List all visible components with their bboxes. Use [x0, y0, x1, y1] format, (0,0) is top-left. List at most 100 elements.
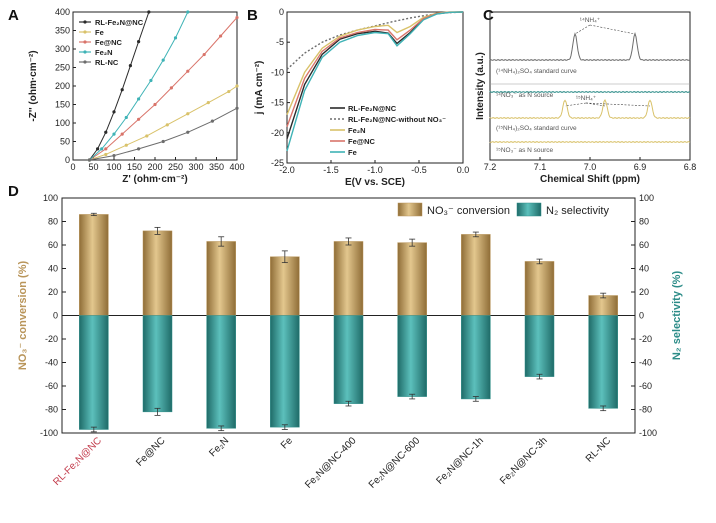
- panel-a-data-point: [137, 147, 141, 151]
- panel-a-legend-label: Fe₂N: [95, 48, 113, 57]
- panel-a-data-point: [145, 134, 149, 138]
- panel-b-letter: B: [247, 7, 258, 24]
- panel-a-data-point: [87, 158, 91, 162]
- panel-d-selectivity-bar: [524, 315, 555, 377]
- panel-a-data-point: [165, 123, 169, 127]
- panel-d-conversion-bar: [142, 230, 173, 316]
- panel-b-xtick-label: -2.0: [279, 165, 295, 175]
- panel-c-annotation-pointer: [574, 24, 591, 35]
- panel-b-xtick-label: -0.5: [411, 165, 427, 175]
- panel-d-legend-label: NO₃⁻ conversion: [427, 205, 510, 217]
- panel-a-data-point: [112, 110, 116, 114]
- panel-d-selectivity-bar: [461, 315, 491, 400]
- panel-a-xtick-label: 250: [168, 162, 183, 172]
- panel-b-legend-label: Fe: [348, 148, 357, 157]
- panel-a-xtick-label: 350: [209, 162, 224, 172]
- panel-a-data-point: [202, 52, 206, 57]
- panel-c-frame: [489, 11, 691, 161]
- panel-d-category-label: RL-NC: [584, 435, 613, 464]
- panel-a-xtick-label: 200: [147, 162, 162, 172]
- panel-d-legend-label: N₂ selectivity: [546, 205, 609, 217]
- panel-a-x-axis-label: Z' (ohm·cm⁻²): [122, 174, 187, 185]
- panel-d-conversion-bar: [397, 242, 427, 316]
- panel-d-conversion-bar: [270, 256, 300, 316]
- panel-d-left-ytick-label: -100: [40, 428, 58, 438]
- panel-d-left-ytick-label: -40: [45, 358, 58, 368]
- panel-c-annotation: ¹⁴NH₄⁺: [580, 17, 600, 24]
- panel-d-category-label: Fe₂N@NC-600: [367, 435, 423, 491]
- panel-b-xtick-label: -1.0: [367, 165, 383, 175]
- panel-a-data-point: [120, 132, 124, 136]
- panel-d-right-ytick-label: -60: [639, 381, 652, 391]
- panel-d-legend-swatch: [397, 202, 423, 217]
- panel-d-right-ytick-label: 100: [639, 193, 654, 203]
- panel-d-conversion-bar: [461, 234, 491, 316]
- panel-d-selectivity-bar: [142, 315, 173, 413]
- panel-c-annotation: ¹⁴NO₃⁻ as N source: [496, 92, 554, 99]
- panel-a-xtick-label: 50: [88, 162, 98, 172]
- panel-a-data-point: [235, 106, 239, 110]
- panel-d-right-ytick-label: -40: [639, 358, 652, 368]
- panel-d-right-ytick-label: 0: [639, 311, 644, 321]
- panel-a-data-point: [173, 36, 178, 40]
- panel-a-data-point: [124, 143, 128, 147]
- panel-d-bar-chart: 100 100 80 80 60 60 40 40 20 20 0 0 -20 -20 -40 -40 -60 -…: [17, 193, 683, 491]
- panel-a-legend-label: Fe@NC: [95, 38, 122, 47]
- panel-d-selectivity-bar: [206, 315, 236, 429]
- panel-d-category-label: Fe₂N@NC-1h: [434, 435, 485, 486]
- panel-b-legend-label: Fe@NC: [348, 137, 375, 146]
- panel-b-x-axis-label: E(V vs. SCE): [345, 177, 405, 188]
- panel-a-xtick-label: 0: [70, 162, 75, 172]
- panel-d-selectivity-bar: [270, 315, 300, 428]
- panel-d-right-ytick-label: -20: [639, 334, 652, 344]
- panel-d-left-ytick-label: 60: [48, 240, 58, 250]
- panel-b-y-axis-label: j (mA cm⁻²): [254, 61, 265, 116]
- panel-a-data-point: [161, 139, 165, 144]
- panel-a-xtick-label: 400: [229, 162, 244, 172]
- panel-a-legend-label: Fe: [95, 28, 104, 37]
- panel-d-right-ytick-label: 40: [639, 264, 649, 274]
- panel-d-selectivity-bar: [79, 315, 109, 430]
- panel-a-ytick-label: 100: [55, 118, 70, 128]
- panel-d-conversion-bar: [524, 261, 555, 316]
- panel-a-data-point: [100, 147, 104, 151]
- panel-a-data-point: [137, 117, 141, 121]
- panel-d-conversion-bar: [333, 241, 364, 316]
- panel-a-legend-marker: [83, 40, 87, 44]
- panel-d-category-label: Fe₂N@NC-3h: [498, 435, 549, 486]
- panel-a-legend-label: RL-Fe₂N@NC: [95, 18, 144, 27]
- panel-c-annotation-pointer: [585, 102, 651, 107]
- panel-c-xtick-label: 7.2: [484, 162, 497, 172]
- panel-a-data-point: [120, 88, 124, 92]
- panel-d-right-ytick-label: -100: [639, 428, 657, 438]
- panel-d-left-ytick-label: 80: [48, 217, 58, 227]
- panel-a-ytick-label: 400: [55, 7, 70, 17]
- panel-b-legend-label: Fe₂N: [348, 126, 366, 135]
- panel-a-data-point: [161, 58, 165, 62]
- panel-b-legend-label: RL-Fe₂N@NC-without NO₃⁻: [348, 115, 446, 124]
- panel-a-data-point: [186, 112, 190, 116]
- panel-c-spectrum-line: [489, 31, 691, 61]
- panel-c-annotation: ¹⁵NH₄⁺: [576, 95, 596, 102]
- panel-a-data-point: [96, 147, 100, 151]
- panel-a-legend-marker: [83, 50, 87, 54]
- panel-c-spectrum-line: [489, 90, 691, 93]
- panel-d-left-ytick-label: -80: [45, 405, 58, 415]
- panel-c-spectrum-line: [489, 98, 691, 119]
- panel-a-letter: A: [8, 7, 19, 24]
- panel-a-legend-marker: [83, 60, 87, 64]
- panel-a-data-point: [112, 132, 116, 136]
- panel-b-ytick-label: -25: [271, 158, 284, 168]
- panel-a-y-axis-label: -Z'' (ohm·cm⁻²): [28, 50, 39, 121]
- panel-a-data-point: [235, 84, 239, 88]
- panel-d-left-ytick-label: 0: [53, 311, 58, 321]
- panel-a-data-point: [104, 152, 108, 157]
- panel-d-right-ytick-label: 60: [639, 240, 649, 250]
- panel-a-nyquist-plot: 0 50 100 150 200 250 300 350 400 0 50 100 150 200 250 3…: [28, 7, 245, 185]
- panel-a-legend-marker: [83, 30, 87, 34]
- panel-c-xtick-label: 6.9: [634, 162, 647, 172]
- panel-a-data-point: [149, 78, 153, 83]
- panel-a-data-point: [128, 64, 132, 68]
- panel-a-xtick-label: 150: [127, 162, 142, 172]
